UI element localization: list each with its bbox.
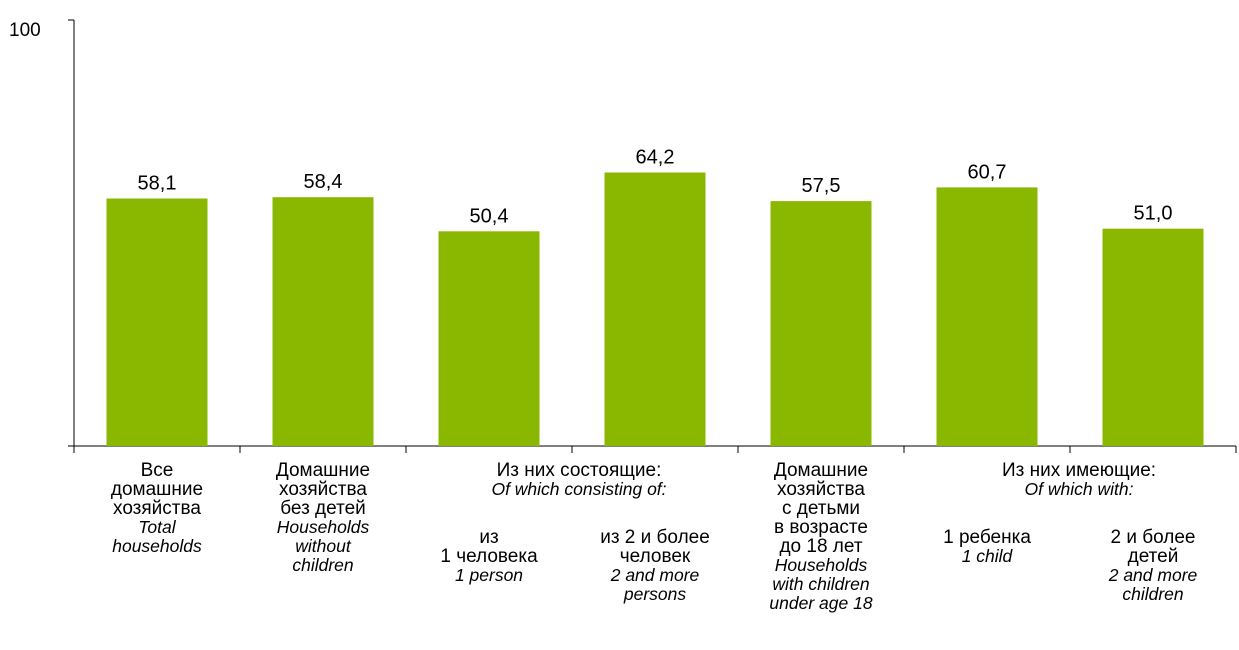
bar-value-label: 57,5 [802, 175, 841, 197]
category-label-en-line: persons [623, 584, 687, 604]
category-label: из 1 человека 1 person [407, 528, 571, 585]
category-label-ru-line: из [479, 527, 499, 548]
category-label-en-line: under age 18 [769, 593, 873, 613]
group-header-consisting: Из них состоящие: Of which consisting of… [412, 461, 746, 499]
category-label: 2 и более детей 2 and more children [1071, 528, 1235, 604]
x-ticks-group [73, 446, 1237, 453]
bar-value-label: 64,2 [636, 147, 675, 169]
category-label: из 2 и более человек 2 and more persons [573, 528, 737, 604]
group-header-consisting-ru: Из них состоящие: [496, 460, 662, 481]
bar [272, 197, 374, 446]
bar [604, 172, 706, 446]
bar-value-label: 58,1 [138, 173, 177, 195]
category-label-ru-line: без детей [280, 498, 366, 519]
bar [438, 231, 540, 446]
group-header-consisting-en: Of which consisting of: [491, 479, 667, 499]
category-label-en-line: Total [138, 517, 176, 537]
group-header-with-ru: Из них имеющие: [1001, 460, 1157, 481]
category-label-ru-line: хозяйства [279, 479, 367, 500]
bar-value-label: 51,0 [1134, 203, 1173, 225]
category-label-ru-line: Все [140, 460, 174, 481]
category-label-en-line: children [292, 555, 354, 575]
category-label-en-line: households [112, 536, 202, 556]
group-header-with: Из них имеющие: Of which with: [912, 461, 1239, 499]
category-label-ru-line: человек [619, 546, 691, 567]
value-labels-group: 58,1 58,4 50,4 64,2 57,5 60,7 51,0 [138, 147, 1173, 228]
category-label-ru-line: детей [1127, 546, 1179, 567]
category-label: Все домашние хозяйства Total households [75, 461, 239, 556]
bar [936, 187, 1038, 446]
category-label-ru-line: Домашние [773, 460, 869, 481]
bar-value-label: 58,4 [304, 171, 343, 193]
category-label-ru-line: 2 и более [1110, 527, 1196, 548]
category-label-en-line: 1 person [454, 565, 524, 585]
bars-group [106, 172, 1204, 446]
category-label-ru-line: 1 ребенка [943, 527, 1031, 548]
bar [1102, 228, 1204, 446]
bar [106, 198, 208, 446]
group-header-with-en: Of which with: [1024, 479, 1134, 499]
category-label-ru-line: в возрасте [773, 517, 868, 538]
category-label: Домашние хозяйства с детьми в возрасте до 18… [739, 461, 903, 613]
category-label-en-line: Households [276, 517, 370, 537]
category-label-ru-line: хозяйства [777, 479, 865, 500]
category-label-en-line: 2 and more [1108, 565, 1198, 585]
category-label-en-line: Households [774, 555, 868, 575]
bar [770, 201, 872, 446]
category-label-ru-line: до 18 лет [779, 536, 863, 557]
category-label-ru-line: Домашние [275, 460, 371, 481]
category-label-en-line: without [295, 536, 351, 556]
bar-value-label: 60,7 [968, 161, 1007, 183]
category-label: 1 ребенка 1 child [905, 528, 1069, 566]
category-label-ru-line: с детьми [781, 498, 861, 519]
category-label-en-line: 1 child [961, 546, 1013, 566]
category-label-ru-line: из 2 и более [600, 527, 710, 548]
category-label-ru-line: 1 человека [440, 546, 538, 567]
category-label-en-line: with children [772, 574, 870, 594]
category-label-en-line: children [1122, 584, 1184, 604]
category-label-ru-line: домашние [110, 479, 204, 500]
bar-value-label: 50,4 [470, 205, 509, 227]
y-tick-label-100: 100 [9, 20, 41, 41]
category-label-en-line: 2 and more [610, 565, 700, 585]
category-label-ru-line: хозяйства [113, 498, 201, 519]
category-label: Домашние хозяйства без детей Households with… [241, 461, 405, 575]
